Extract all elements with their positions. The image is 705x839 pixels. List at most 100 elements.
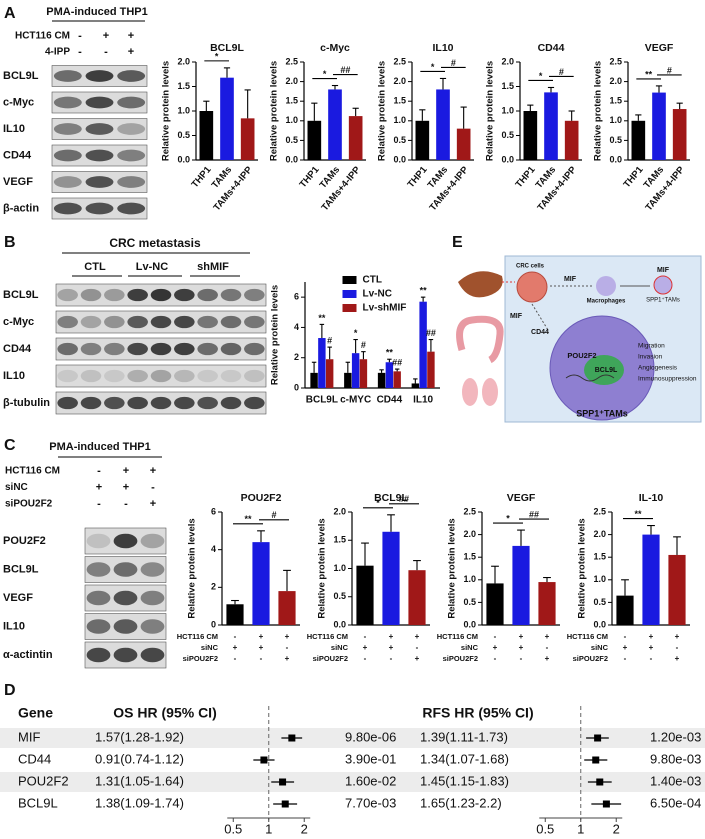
p-value: 3.90e-01 xyxy=(345,751,396,766)
bar xyxy=(393,371,401,388)
bar xyxy=(385,362,394,388)
band-label: BCL9L xyxy=(3,70,39,82)
condition-sign: - xyxy=(234,654,237,663)
macrophage xyxy=(596,276,616,296)
blot-band xyxy=(244,315,265,329)
condition-sign: + xyxy=(545,632,550,641)
bar xyxy=(359,359,368,388)
y-tick-label: 1.0 xyxy=(501,105,514,115)
colon xyxy=(456,315,504,364)
dna xyxy=(565,374,615,382)
blot-band xyxy=(220,369,242,383)
error-bar xyxy=(635,114,642,121)
significance-label: * xyxy=(354,328,358,338)
blot-band xyxy=(117,123,146,135)
error-bar xyxy=(203,100,210,111)
blot-band xyxy=(127,342,148,356)
blot-band xyxy=(244,288,265,302)
chart-title: IL-10 xyxy=(639,492,664,504)
condition-sign: - xyxy=(364,632,367,641)
blot-band xyxy=(85,176,114,188)
x-tick-label: 0.5 xyxy=(536,821,554,836)
panel-letter: E xyxy=(452,234,463,251)
y-tick-label: 2 xyxy=(294,352,299,362)
condition-sign: - xyxy=(520,654,523,663)
significance-label: ** xyxy=(318,313,326,323)
condition-label: HCT116 CM xyxy=(177,632,218,641)
condition-sign: - xyxy=(364,654,367,663)
blot-band xyxy=(117,70,146,82)
bar xyxy=(220,77,234,160)
significance-label: * xyxy=(215,51,219,61)
blot-band xyxy=(150,288,172,302)
y-tick-label: 0.5 xyxy=(393,135,406,145)
blot-band xyxy=(150,396,172,410)
bar xyxy=(325,359,334,388)
error-bar xyxy=(352,107,359,117)
x-tick-label: CD44 xyxy=(377,395,403,406)
blot-band xyxy=(53,149,82,162)
band-label: β-actin xyxy=(3,202,39,214)
blot-band xyxy=(85,96,114,109)
condition-label: siPOU2F2 xyxy=(573,654,608,663)
band-label: CD44 xyxy=(3,343,32,355)
significance-label: ** xyxy=(634,509,642,519)
y-tick-label: 6 xyxy=(211,506,216,516)
hr-point xyxy=(592,756,600,764)
condition-sign: + xyxy=(285,654,290,663)
bar xyxy=(642,534,660,625)
y-axis-label: Relative protein levels xyxy=(377,61,388,161)
bar xyxy=(351,353,360,388)
condition-sign: - xyxy=(234,632,237,641)
significance-label: * xyxy=(506,513,510,523)
bar xyxy=(427,351,435,388)
x-tick-label: 1 xyxy=(265,821,272,836)
y-tick-label: 0.0 xyxy=(501,154,514,164)
blot-band xyxy=(174,342,195,356)
blot-band xyxy=(244,369,265,383)
condition-sign: - xyxy=(390,654,393,663)
y-tick-label: 1.0 xyxy=(593,574,606,584)
panel-letter: A xyxy=(4,5,16,22)
blot-band xyxy=(57,396,78,410)
blot-band xyxy=(86,533,111,549)
diagram-text: CRC cells xyxy=(516,264,545,270)
y-tick-label: 2.0 xyxy=(593,529,606,539)
y-tick-label: 2.0 xyxy=(501,56,514,66)
panel-letter: D xyxy=(4,682,16,699)
diagram-text: SPP1⁺TAMs xyxy=(646,297,680,304)
blot-band xyxy=(220,396,242,410)
bar xyxy=(456,128,471,160)
y-tick-label: 1.5 xyxy=(609,96,622,106)
blot-band xyxy=(140,619,165,634)
error-bar xyxy=(527,104,534,111)
diagram-text: Invasion xyxy=(638,354,663,361)
condition-label: HCT116 CM xyxy=(5,466,60,477)
table-header: Gene xyxy=(18,705,53,721)
condition-sign: + xyxy=(150,498,156,510)
blot-band xyxy=(80,315,102,329)
error-bar xyxy=(655,85,663,93)
y-tick-label: 2.5 xyxy=(393,56,406,66)
condition-sign: - xyxy=(494,654,497,663)
x-tick-label: 0.5 xyxy=(224,821,242,836)
hr-point xyxy=(594,734,602,742)
hr-label: 1.45(1.15-1.83) xyxy=(420,773,509,788)
condition-sign: + xyxy=(519,643,524,652)
x-tick-label: 1 xyxy=(577,821,584,836)
x-tick-label: THP1 xyxy=(514,164,538,190)
hr-label: 1.34(1.07-1.68) xyxy=(420,751,509,766)
condition-sign: - xyxy=(97,498,101,510)
y-tick-label: 0.0 xyxy=(609,154,622,164)
condition-sign: + xyxy=(259,632,264,641)
blot-band xyxy=(140,590,165,606)
diagram-text: Angiogenesis xyxy=(638,365,678,372)
error-bar xyxy=(319,323,325,339)
blot-band xyxy=(140,562,165,577)
band-label: BCL9L xyxy=(3,563,39,575)
error-bar xyxy=(517,529,525,546)
legend-label: Lv-shMIF xyxy=(363,303,407,314)
condition-label: siPOU2F2 xyxy=(183,654,218,663)
bar xyxy=(307,120,322,160)
error-bar xyxy=(394,368,400,372)
